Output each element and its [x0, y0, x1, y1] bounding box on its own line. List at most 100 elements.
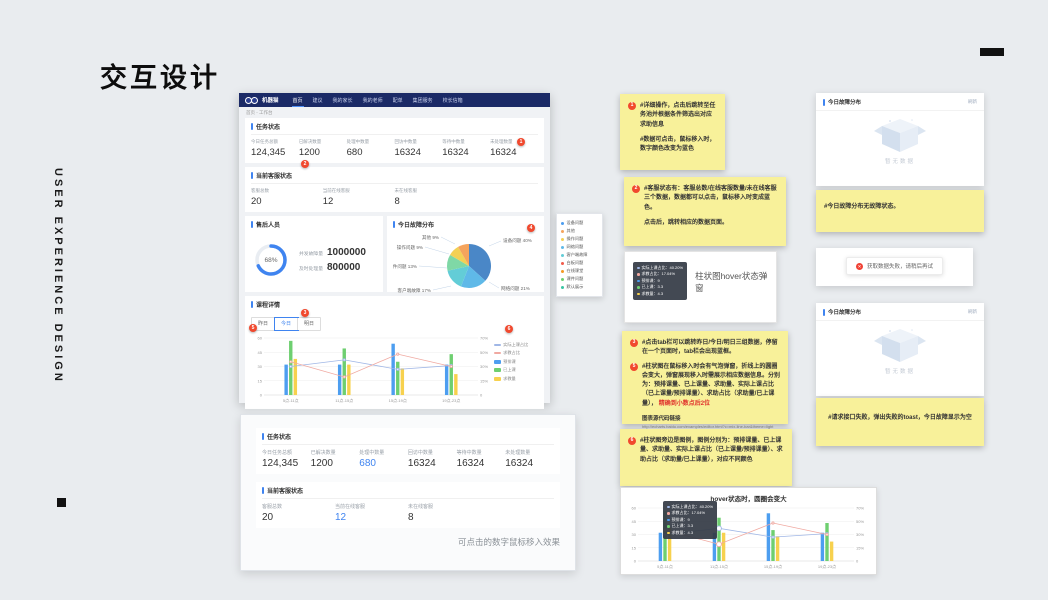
legend-item[interactable]: 求教占比	[494, 350, 538, 356]
tooltip-text: 已上课：3.3	[641, 284, 664, 290]
tab-今日[interactable]: 今日	[274, 317, 299, 330]
stat-value[interactable]: 680	[359, 458, 376, 469]
svg-text:45: 45	[632, 519, 637, 524]
stat-value[interactable]: 1200	[310, 458, 333, 469]
stat-column: 等待中数量 16324	[442, 139, 490, 158]
stat-value[interactable]: 124,345	[262, 458, 299, 469]
refresh-link[interactable]: 刷新	[968, 309, 977, 314]
nav-item-2[interactable]: 建议	[312, 97, 323, 104]
nav-item-6[interactable]: 集团服务	[412, 97, 433, 104]
section-title: 售后人员	[256, 223, 281, 229]
line-marker-icon	[494, 352, 502, 354]
legend-item[interactable]: 求教量	[494, 376, 538, 382]
stat-value[interactable]: 16324	[394, 147, 421, 158]
nav-item-5[interactable]: 配单	[392, 97, 403, 104]
legend-label: 操作问题	[566, 236, 584, 241]
legend-item[interactable]: 白板问题	[561, 260, 598, 266]
hover-bar-chart[interactable]: 0 0 15 15% 30 30% 45 50% 60 70% 5点-11点 11点-15点 15点-1…	[625, 504, 871, 570]
stat-value[interactable]: 16324	[490, 147, 517, 158]
stat-value[interactable]: 12	[335, 512, 347, 523]
svg-text:30%: 30%	[480, 364, 488, 369]
source-link-url[interactable]: http://echarts.baidu.com/examples/editor…	[642, 423, 774, 429]
donut-chart[interactable]: 68%	[251, 240, 291, 280]
stat-value[interactable]: 20	[262, 512, 274, 523]
legend-item[interactable]: 课件问题	[561, 276, 598, 282]
section-title: 任务状态	[267, 435, 292, 441]
legend-item[interactable]: 操作问题	[561, 236, 598, 242]
stat-value[interactable]: 8	[408, 512, 414, 523]
stat-value[interactable]: 16324	[505, 458, 534, 469]
app-logo[interactable]: 机器猫	[245, 96, 279, 104]
svg-text:15: 15	[632, 545, 637, 550]
section-header: 当前客服状态	[262, 486, 554, 499]
fault-pie-chart[interactable]: 设备问题 40% 网络问题 21% 客户端故障 17% 课件问题 13% 操作问题 9%…	[388, 232, 538, 294]
annotation-badge-5: 5	[249, 324, 257, 332]
popup-demo-label: 柱状图hover状态弹窗	[695, 271, 768, 293]
stat-column: 等待中数量 16324	[457, 449, 506, 469]
toast-demo-card: 获取数据失败，请稍后再试	[816, 248, 973, 286]
stat-value[interactable]: 16324	[456, 458, 485, 469]
svg-text:其他 9%: 其他 9%	[422, 234, 439, 241]
stat-value[interactable]: 12	[322, 196, 334, 207]
note-badge: 1	[628, 102, 636, 110]
task-status-section: 任务状态 今日任务总额 124,345 已解决数量 1200 处理中数量 680 回访中数量…	[245, 118, 544, 163]
svg-text:15点-19点: 15点-19点	[389, 397, 407, 403]
legend-popup: 设备问题其他操作问题网络问题客户端故障白板问题在线课堂课件问题默认展示	[556, 213, 603, 297]
legend-label: 课件问题	[566, 276, 584, 281]
legend-item[interactable]: 默认展示	[561, 284, 598, 290]
svg-text:设备问题 40%: 设备问题 40%	[503, 237, 532, 244]
tooltip-text: 已上课：3.3	[671, 523, 694, 529]
stat-value[interactable]: 1200	[298, 147, 320, 158]
stat-value[interactable]: 20	[251, 196, 262, 207]
service-status-section: 当前客服状态 客服总数 20 当前在线客服 12 未在线客服 8	[245, 167, 544, 212]
legend-item[interactable]: 已上课	[494, 367, 538, 373]
legend-item[interactable]: 在线课堂	[561, 268, 598, 274]
legend-item[interactable]: 设备问题	[561, 220, 598, 226]
nav-item-4[interactable]: 我的老师	[362, 97, 383, 104]
stat-label: 今日任务总额	[262, 450, 293, 456]
stat-label: 等待中数量	[456, 450, 482, 456]
legend-item[interactable]: 预排课	[494, 359, 538, 365]
svg-text:70%: 70%	[480, 335, 488, 340]
tooltip-text: 实际上课占比：40.20%	[671, 504, 714, 509]
tooltip-row: 已上课：3.3	[637, 284, 683, 290]
chart-tooltip: 实际上课占比：40.20% 求教占比：17.04% 预排课：9 已上课：3.3 求教量：…	[663, 501, 718, 539]
donut-svg	[255, 244, 287, 276]
note-text: 点击后，跳转相应的数据页面。	[644, 219, 729, 226]
stat-value[interactable]: 680	[346, 147, 363, 158]
tab-明日[interactable]: 明日	[298, 317, 321, 330]
svg-text:11点-15点: 11点-15点	[335, 397, 353, 403]
section-accent-bar	[823, 98, 825, 106]
logo-text: 机器猫	[262, 98, 279, 104]
nav-item-1[interactable]: 首页	[291, 94, 304, 107]
course-bar-chart[interactable]: 0 0 15 15% 30 30% 45 50% 60 70% 5点-11点 11点-15点 15点-1…	[251, 334, 494, 404]
stat-column: 未在线客服 8	[395, 188, 467, 207]
section-accent-bar	[251, 221, 253, 228]
section-accent-bar	[251, 123, 253, 130]
annotation-badge-2: 2	[301, 160, 309, 168]
svg-text:操作问题 9%: 操作问题 9%	[397, 244, 423, 251]
kv-label: 并发故障量	[299, 252, 323, 257]
stat-column: 当前在线客服 12	[323, 188, 395, 207]
svg-text:15%: 15%	[480, 378, 488, 383]
tooltip-text: 求教占比：17.04%	[641, 271, 676, 277]
legend-item[interactable]: 客户端故障	[561, 252, 598, 258]
stat-value[interactable]: 16324	[407, 458, 436, 469]
note-highlight-text: 精确到小数点后2位	[658, 400, 711, 407]
legend-item[interactable]: 网络问题	[561, 244, 598, 250]
empty-state-body: 暂无数据	[816, 321, 984, 375]
annotation-badge-6: 6	[505, 325, 513, 333]
stat-value[interactable]: 16324	[442, 147, 469, 158]
legend-item[interactable]: 实际上课占比	[494, 342, 538, 348]
kv-label: 及时处理量	[299, 267, 323, 272]
legend-item[interactable]: 其他	[561, 228, 598, 234]
stat-value[interactable]: 8	[394, 196, 400, 207]
donut-percentage: 68%	[264, 256, 278, 264]
svg-text:30%: 30%	[856, 532, 864, 537]
stat-value[interactable]: 124,345	[251, 147, 286, 158]
section-accent-bar	[823, 308, 825, 316]
refresh-link[interactable]: 刷新	[968, 99, 977, 104]
nav-item-7[interactable]: 校长信箱	[442, 97, 463, 104]
nav-item-3[interactable]: 我的家长	[332, 97, 353, 104]
tab-昨日[interactable]: 昨日	[252, 317, 276, 330]
